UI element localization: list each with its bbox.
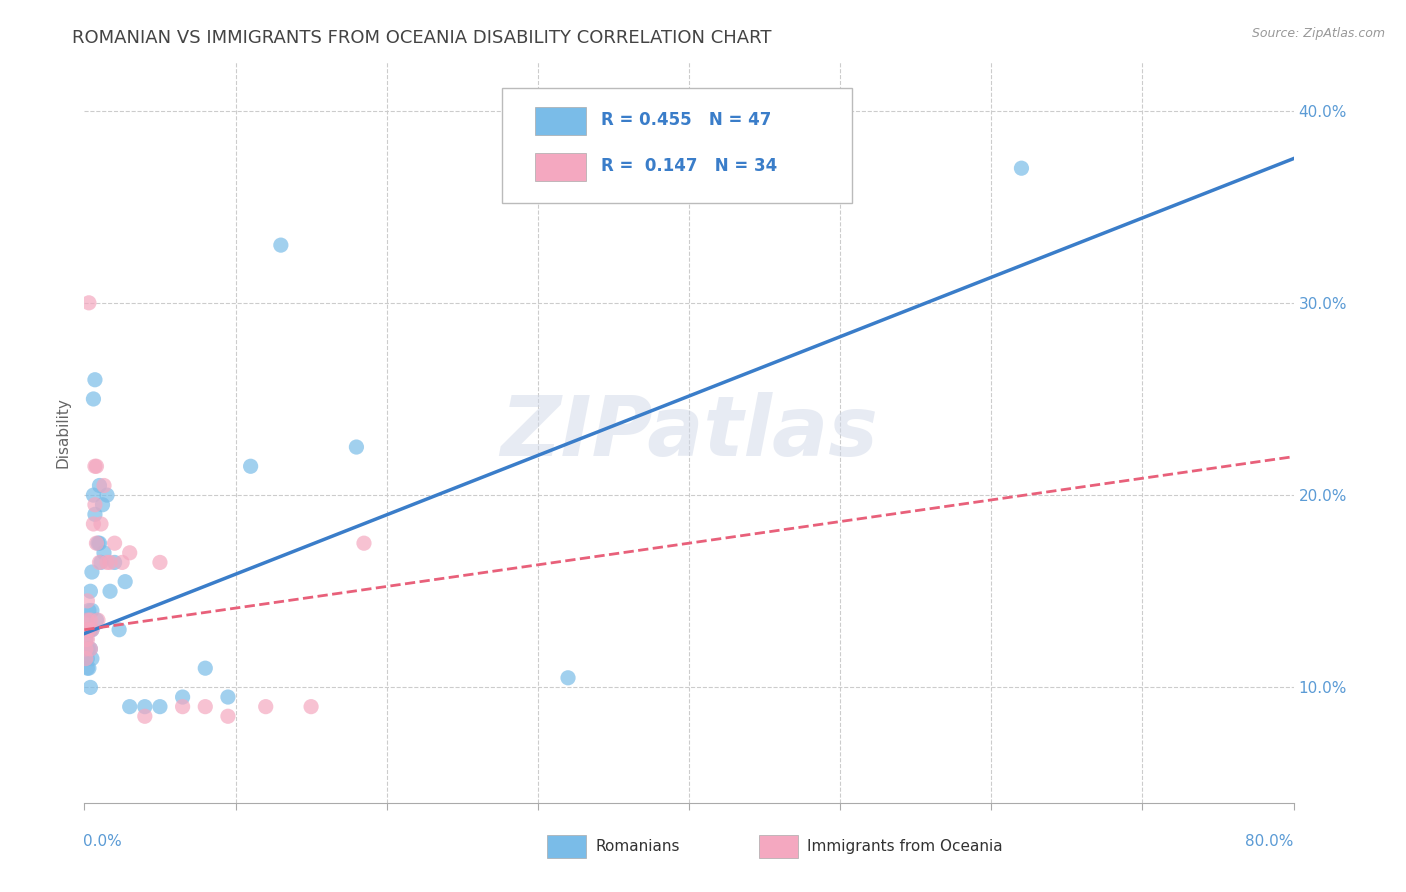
Point (299, 699, 322, 714)
Point (149, 699, 172, 714)
Point (557, 671, 579, 685)
Point (96, 488, 118, 502)
FancyBboxPatch shape (547, 836, 586, 857)
Point (82, 392, 104, 406)
Text: R = 0.455   N = 47: R = 0.455 N = 47 (600, 112, 770, 129)
Point (80, 603, 103, 617)
Point (118, 699, 141, 714)
Point (134, 699, 156, 714)
Point (80, 623, 103, 637)
Point (75, 642, 97, 657)
Point (194, 699, 217, 714)
Point (75, 632, 97, 647)
Point (84, 498, 107, 512)
Point (217, 709, 239, 723)
Point (90, 516, 112, 531)
Point (76, 661, 98, 675)
Point (75, 613, 97, 627)
Point (86, 613, 108, 627)
Point (86, 459, 108, 474)
Text: ROMANIAN VS IMMIGRANTS FROM OCEANIA DISABILITY CORRELATION CHART: ROMANIAN VS IMMIGRANTS FROM OCEANIA DISA… (72, 29, 772, 47)
Point (98, 584, 121, 599)
Point (75, 651, 97, 665)
Point (239, 459, 262, 474)
Point (75, 651, 97, 665)
Text: 80.0%: 80.0% (1246, 833, 1294, 848)
Point (270, 238, 292, 252)
Point (87, 613, 110, 627)
Point (1011, 161, 1033, 176)
Text: Source: ZipAtlas.com: Source: ZipAtlas.com (1251, 27, 1385, 40)
FancyBboxPatch shape (759, 836, 797, 857)
Point (77, 603, 100, 617)
Point (111, 556, 134, 570)
Point (89, 536, 111, 550)
Text: Immigrants from Oceania: Immigrants from Oceania (807, 839, 1002, 854)
Point (89, 556, 111, 570)
Point (76, 651, 98, 665)
Point (77, 623, 100, 637)
FancyBboxPatch shape (536, 153, 586, 181)
Point (114, 574, 136, 589)
Point (84, 373, 107, 387)
Point (89, 478, 111, 492)
Point (80, 623, 103, 637)
Point (77, 623, 100, 637)
Point (98, 556, 121, 570)
Text: 0.0%: 0.0% (83, 833, 121, 848)
Point (82, 516, 104, 531)
Point (86, 536, 108, 550)
Y-axis label: Disability: Disability (55, 397, 70, 468)
Point (79, 584, 101, 599)
Point (77, 661, 100, 675)
Point (104, 556, 127, 570)
Point (76, 623, 98, 637)
Point (90, 556, 112, 570)
Point (76, 642, 98, 657)
Point (172, 699, 194, 714)
Point (149, 556, 172, 570)
Point (76, 594, 98, 608)
Point (79, 623, 101, 637)
Point (108, 623, 131, 637)
Point (80, 565, 103, 579)
Point (93, 546, 115, 560)
Point (134, 709, 156, 723)
Point (346, 440, 368, 454)
Point (254, 699, 277, 714)
Point (76, 613, 98, 627)
Point (96, 556, 118, 570)
Text: ZIPatlas: ZIPatlas (501, 392, 877, 473)
Point (75, 623, 97, 637)
Point (118, 546, 141, 560)
Point (84, 508, 107, 522)
Point (82, 488, 104, 502)
Point (80, 651, 103, 665)
Text: R =  0.147   N = 34: R = 0.147 N = 34 (600, 157, 778, 175)
Point (104, 536, 127, 550)
Text: Romanians: Romanians (596, 839, 681, 854)
Point (75, 632, 97, 647)
Point (75, 642, 97, 657)
Point (77, 295, 100, 310)
Point (79, 642, 101, 657)
Point (79, 642, 101, 657)
Point (77, 642, 100, 657)
Point (93, 478, 115, 492)
Point (91, 498, 114, 512)
Point (194, 661, 217, 675)
Point (79, 681, 101, 695)
Point (79, 613, 101, 627)
Point (217, 690, 239, 704)
Point (353, 536, 375, 550)
Point (76, 632, 98, 647)
FancyBboxPatch shape (536, 107, 586, 135)
FancyBboxPatch shape (502, 88, 852, 203)
Point (87, 536, 110, 550)
Point (84, 459, 107, 474)
Point (172, 690, 194, 704)
